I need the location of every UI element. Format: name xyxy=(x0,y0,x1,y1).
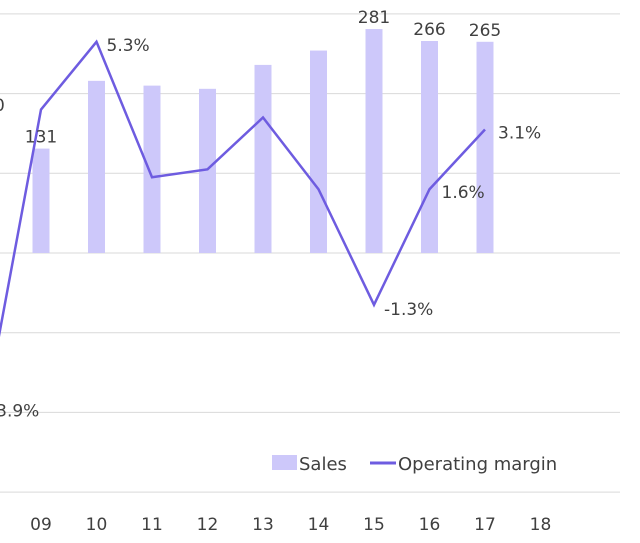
margin-data-label: 1.6% xyxy=(442,183,485,203)
operating-margin-line xyxy=(0,39,486,338)
x-tick-label: 18 xyxy=(530,515,552,535)
x-tick-label: 12 xyxy=(197,515,219,535)
margin-data-label: 5.3% xyxy=(107,36,150,56)
clipped-data-label: 0 xyxy=(0,96,5,116)
sales-bar xyxy=(310,50,327,254)
margin-data-label: 3.1% xyxy=(498,123,541,143)
x-tick-label: 16 xyxy=(419,515,441,535)
sales-bar xyxy=(32,148,50,253)
sales-data-label: 265 xyxy=(469,21,501,41)
sales-data-label: 266 xyxy=(413,20,445,40)
legend-label-operating-margin: Operating margin xyxy=(398,454,557,475)
sales-bar xyxy=(143,85,161,253)
margin-data-label: -1.3% xyxy=(384,300,433,320)
x-axis-ticks: 09 10 11 12 13 14 15 16 17 18 xyxy=(30,515,551,535)
operating-margin-polyline xyxy=(0,39,486,338)
sales-data-label: 131 xyxy=(25,128,57,148)
sales-bar xyxy=(365,29,383,253)
legend-label-sales: Sales xyxy=(299,454,347,475)
sales-bar xyxy=(254,64,272,254)
sales-bar xyxy=(476,41,494,253)
legend-swatch-sales xyxy=(272,455,297,470)
x-tick-label: 15 xyxy=(363,515,385,535)
x-tick-label: 14 xyxy=(308,515,330,535)
data-labels: 131 281 266 265 -3.9% 5.3% -1.3% 1.6% 3.1% xyxy=(0,8,541,421)
x-tick-label: 13 xyxy=(252,515,274,535)
sales-bars xyxy=(32,29,494,254)
sales-data-label: 281 xyxy=(358,8,390,28)
x-tick-label: 10 xyxy=(86,515,108,535)
x-tick-label: 11 xyxy=(141,515,163,535)
sales-bar xyxy=(421,40,438,253)
sales-bar xyxy=(88,80,105,254)
legend: Sales Operating margin xyxy=(272,454,557,475)
sales-bar xyxy=(199,88,216,254)
x-tick-label: 09 xyxy=(30,515,52,535)
x-tick-label: 17 xyxy=(474,515,496,535)
margin-data-label: -3.9% xyxy=(0,401,39,421)
